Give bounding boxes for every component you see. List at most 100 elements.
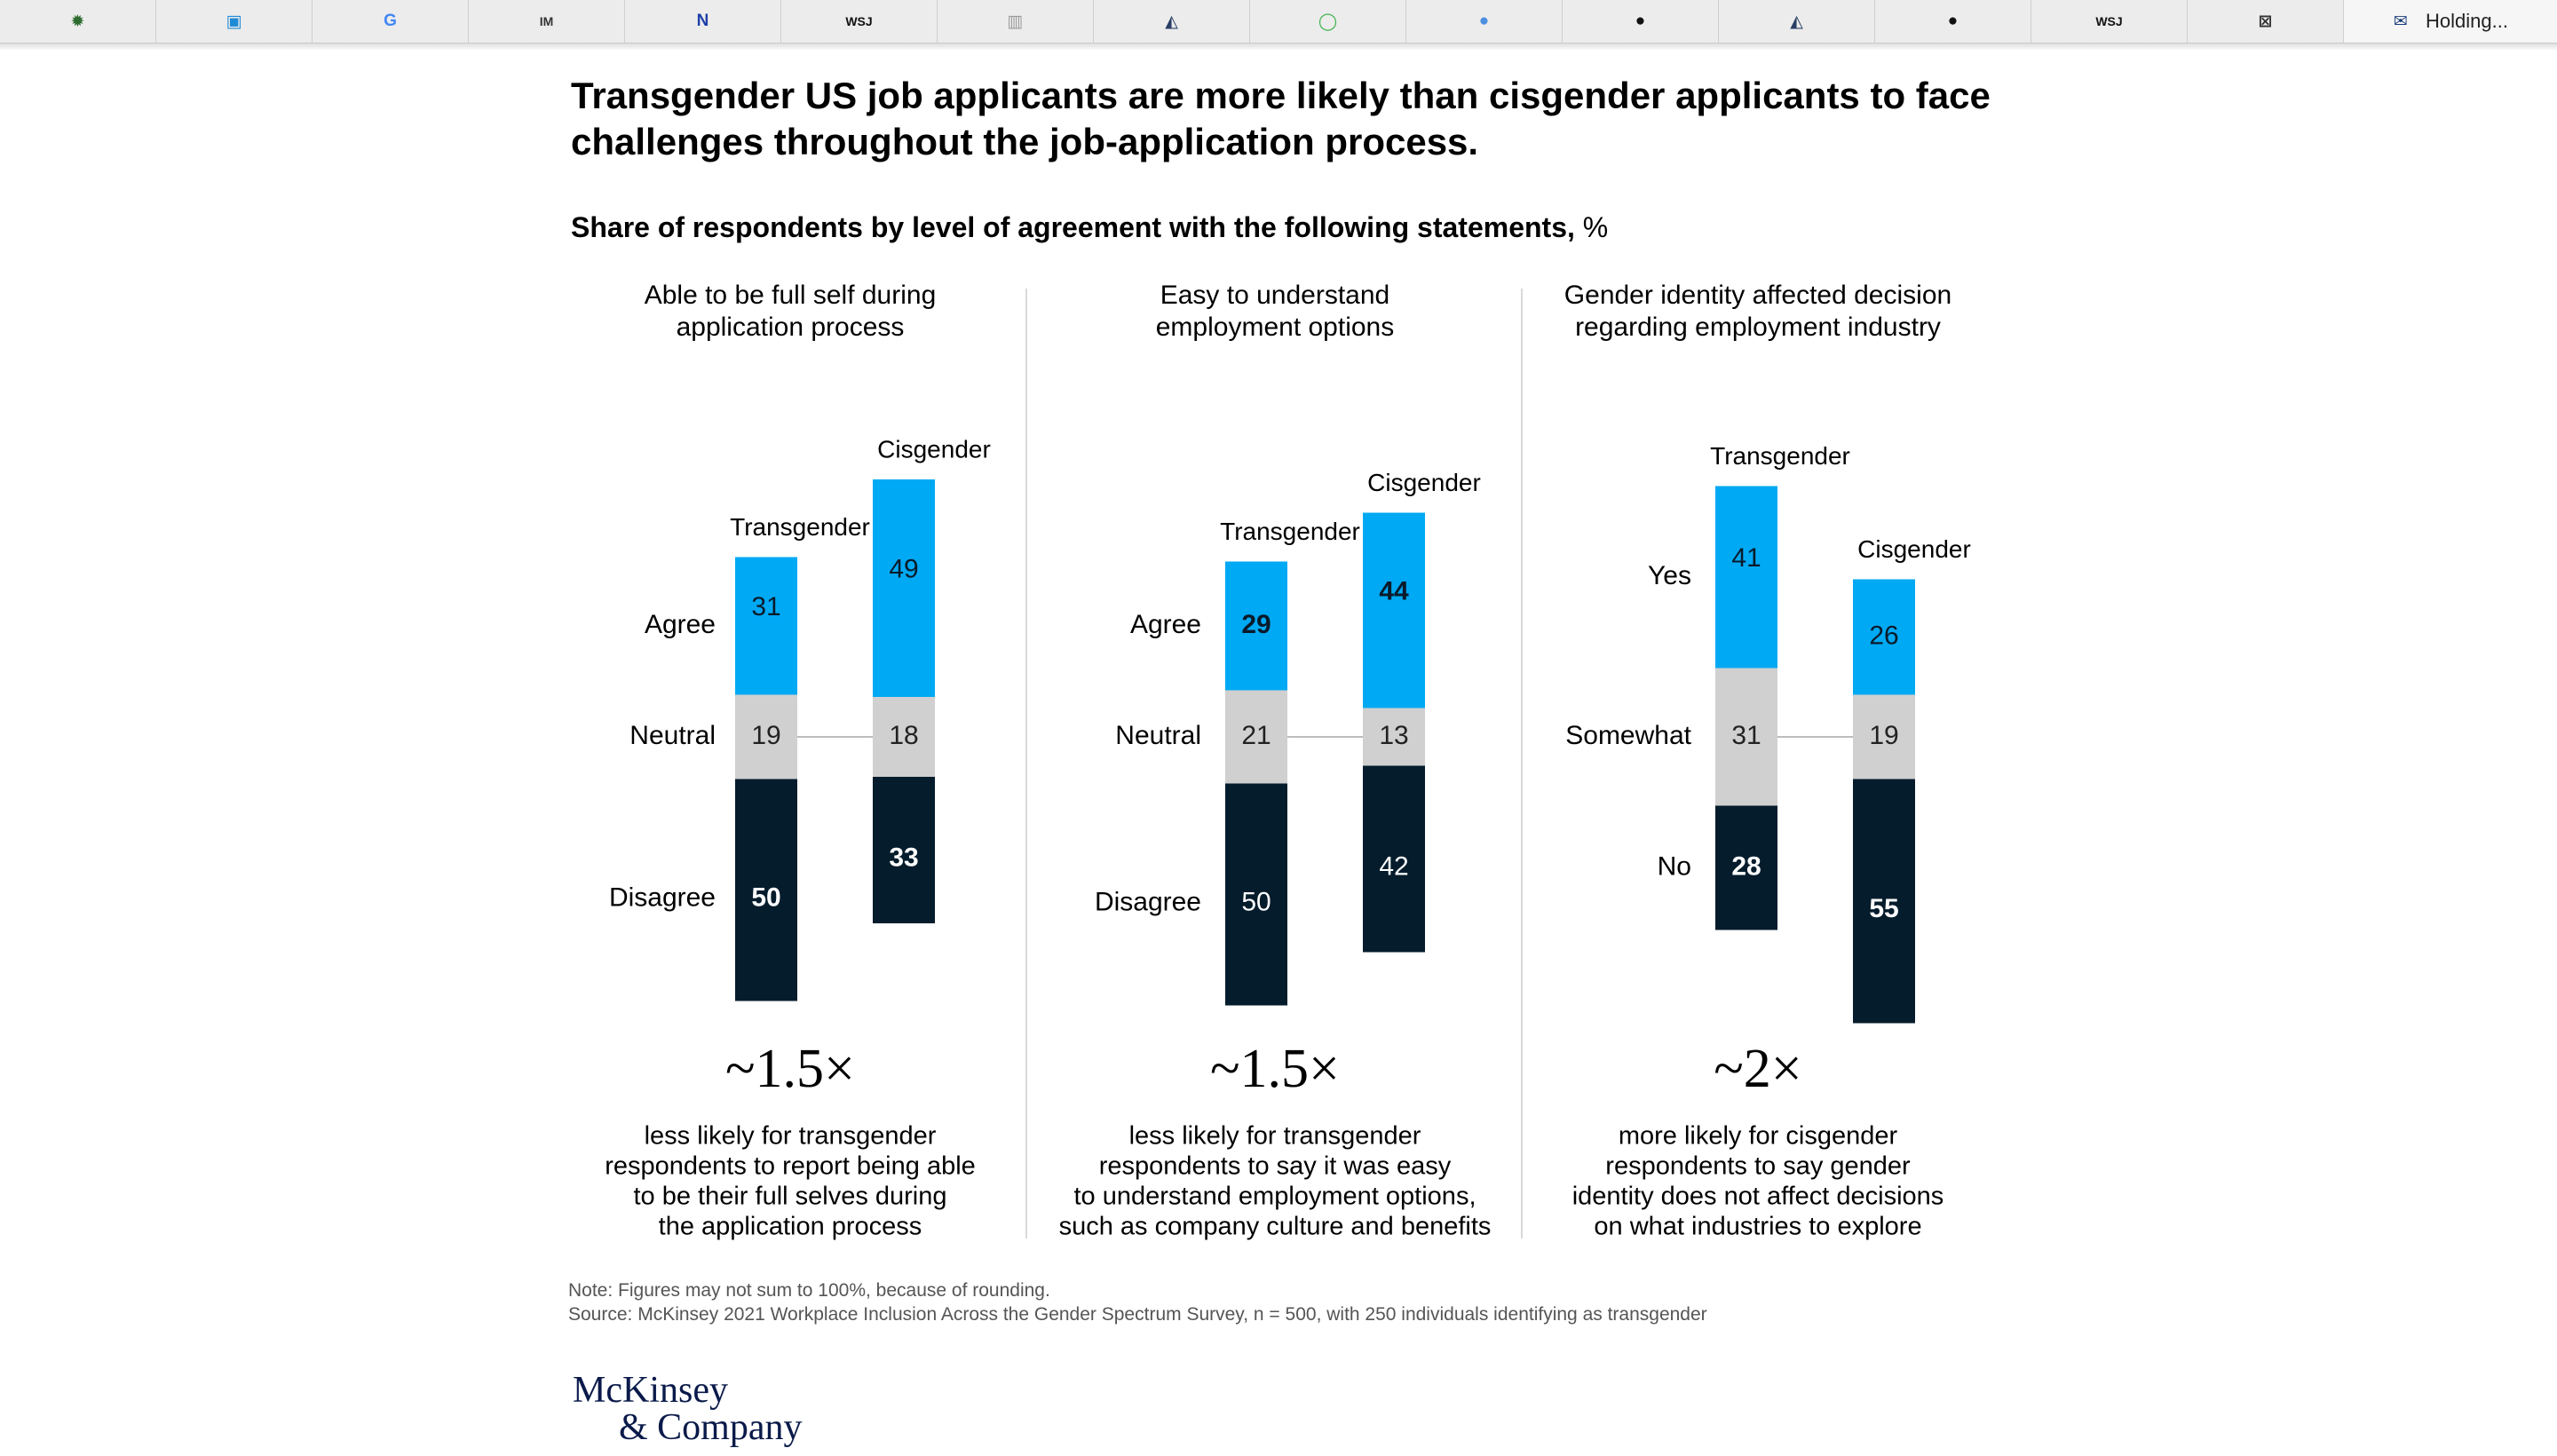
toolbar-shadow	[0, 44, 2557, 51]
bar-transgender-neutral	[1225, 690, 1287, 784]
panel-title-line-1: Easy to understand	[1160, 281, 1390, 310]
subtitle-unit: %	[1582, 211, 1609, 243]
github-icon: ●	[1947, 12, 1959, 30]
browser-tab-8[interactable]: ◭	[1094, 0, 1250, 43]
browser-tab-4[interactable]: IM	[469, 0, 625, 43]
value-label-transgender-agree: 29	[1241, 610, 1271, 639]
bar-transgender-no	[1715, 805, 1777, 930]
amex-icon: ▣	[226, 12, 242, 31]
bar-cisgender-somewhat	[1853, 694, 1915, 779]
bar-transgender-somewhat	[1715, 668, 1777, 806]
browser-tab-bar: ✹ ▣ G IM N WSJ ▥ ◭ ◯ ● ● ◭ ● WSJ ⊠ ✉ Holding...	[0, 0, 2557, 44]
page-title: Transgender US job applicants are more l…	[571, 75, 1991, 162]
value-label-transgender-agree: 31	[751, 592, 780, 621]
wsj-icon: WSJ	[845, 14, 873, 28]
category-label-disagree: Disagree	[1095, 887, 1201, 916]
browser-tab-3[interactable]: G	[313, 0, 469, 43]
bar-transgender-agree	[1225, 561, 1287, 691]
browser-tab-13[interactable]: ●	[1875, 0, 2031, 43]
logo-line-1: McKinsey	[573, 1370, 728, 1411]
category-label-agree: Agree	[645, 610, 716, 639]
chart-icon: ▥	[1007, 12, 1024, 31]
caption-line-1: more likely for cisgender	[1619, 1122, 1898, 1151]
caption-line-1: less likely for transgender	[1129, 1122, 1421, 1151]
browser-tab-12[interactable]: ◭	[1719, 0, 1875, 43]
series-label-transgender: Transgender	[1710, 442, 1850, 470]
bar-cisgender-neutral	[1363, 708, 1425, 766]
caption-line-2: respondents to say gender	[1605, 1152, 1911, 1181]
browser-tab-2[interactable]: ▣	[156, 0, 313, 43]
multiplier-value: ~2×	[1714, 1039, 1802, 1099]
panel-title-line-2: application process	[677, 313, 905, 342]
value-label-transgender-neutral: 19	[751, 721, 780, 750]
caption-line-4: such as company culture and benefits	[1059, 1213, 1492, 1241]
browser-tab-10[interactable]: ●	[1406, 0, 1563, 43]
series-label-cisgender: Cisgender	[877, 435, 991, 463]
caption-line-3: to understand employment options,	[1074, 1183, 1476, 1211]
bar-cisgender-agree	[1363, 512, 1425, 708]
category-label-agree: Agree	[1130, 610, 1201, 639]
browser-tab-7[interactable]: ▥	[938, 0, 1094, 43]
browser-tab-5[interactable]: N	[625, 0, 781, 43]
value-label-transgender-disagree: 50	[1241, 887, 1271, 916]
active-tab-label: Holding...	[2426, 10, 2508, 32]
n-icon: N	[696, 12, 709, 30]
value-label-cisgender-no: 55	[1869, 894, 1898, 923]
browser-tab-6[interactable]: WSJ	[781, 0, 938, 43]
mail-icon: ✉	[2394, 12, 2408, 31]
value-label-transgender-disagree: 50	[751, 882, 780, 912]
footnotes: Note: Figures may not sum to 100%, becau…	[568, 1278, 1707, 1326]
note-text: Note: Figures may not sum to 100%, becau…	[568, 1280, 1050, 1301]
spark-icon: ✹	[70, 12, 85, 31]
wsj-icon: WSJ	[2095, 14, 2123, 28]
value-label-cisgender-neutral: 18	[889, 721, 918, 750]
value-label-transgender-somewhat: 31	[1731, 721, 1761, 750]
ring-icon: ◯	[1318, 12, 1338, 31]
panel-title-line-1: Able to be full self during	[645, 281, 937, 310]
bar-transgender-neutral	[735, 694, 797, 779]
series-label-cisgender: Cisgender	[1857, 535, 1971, 563]
browser-tab-1[interactable]: ✹	[0, 0, 156, 43]
category-label-no: No	[1658, 851, 1691, 881]
value-label-cisgender-somewhat: 19	[1869, 721, 1898, 750]
chart-subtitle: Share of respondents by level of agreeme…	[571, 211, 1608, 244]
caption-line-2: respondents to report being able	[605, 1152, 976, 1181]
x-box-icon: ⊠	[2258, 12, 2273, 31]
value-label-transgender-neutral: 21	[1241, 721, 1271, 750]
browser-tab-active[interactable]: ✉ Holding...	[2344, 0, 2557, 43]
blob-icon: ●	[1478, 12, 1490, 30]
source-text: Source: McKinsey 2021 Workplace Inclusio…	[568, 1304, 1707, 1325]
multiplier-value: ~1.5×	[725, 1039, 855, 1099]
bar-cisgender-no	[1853, 779, 1915, 1024]
series-label-cisgender: Cisgender	[1367, 469, 1481, 496]
mountain-icon: ◭	[1790, 12, 1803, 31]
panel-title-line-2: regarding employment industry	[1575, 313, 1941, 342]
caption-line-3: identity does not affect decisions	[1572, 1183, 1944, 1211]
browser-tab-11[interactable]: ●	[1563, 0, 1719, 43]
bar-cisgender-neutral	[873, 697, 935, 777]
bar-transgender-disagree	[735, 779, 797, 1001]
value-label-cisgender-agree: 49	[889, 554, 918, 583]
value-label-cisgender-disagree: 33	[889, 843, 918, 872]
value-label-transgender-yes: 41	[1731, 543, 1761, 573]
value-label-cisgender-disagree: 42	[1379, 851, 1408, 881]
bar-cisgender-disagree	[873, 777, 935, 923]
value-label-transgender-no: 28	[1731, 851, 1761, 881]
caption-line-4: on what industries to explore	[1594, 1213, 1921, 1241]
series-label-transgender: Transgender	[1220, 518, 1360, 545]
multiplier-value: ~1.5×	[1210, 1039, 1340, 1099]
mountain-icon: ◭	[1165, 12, 1178, 31]
value-label-cisgender-agree: 44	[1379, 576, 1409, 605]
category-label-neutral: Neutral	[629, 721, 716, 750]
browser-tab-9[interactable]: ◯	[1250, 0, 1406, 43]
category-label-yes: Yes	[1648, 561, 1691, 590]
github-icon: ●	[1635, 12, 1646, 30]
browser-tab-14[interactable]: WSJ	[2031, 0, 2188, 43]
category-label-somewhat: Somewhat	[1565, 721, 1691, 750]
caption-line-1: less likely for transgender	[645, 1122, 937, 1151]
google-icon: G	[384, 12, 397, 30]
value-label-cisgender-yes: 26	[1869, 621, 1898, 650]
browser-tab-15[interactable]: ⊠	[2188, 0, 2344, 43]
stacked-bar-charts: Able to be full self during application p…	[605, 281, 1971, 1241]
caption-line-2: respondents to say it was easy	[1099, 1152, 1452, 1181]
